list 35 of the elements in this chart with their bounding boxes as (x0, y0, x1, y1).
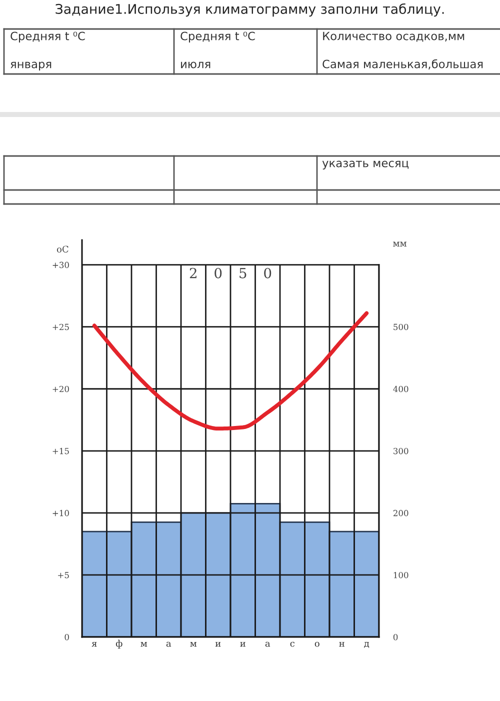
y-tick-label: 0 (64, 634, 69, 640)
x-tick-label: и (215, 642, 221, 647)
y-tick-label: +15 (52, 448, 69, 454)
x-tick-label: м (190, 642, 197, 647)
y-tick-label: +20 (52, 386, 69, 392)
text: января (10, 62, 52, 71)
y-tick-label: +10 (52, 510, 69, 516)
y2-tick-label: 100 (394, 572, 408, 578)
x-tick-label: о (314, 642, 320, 647)
x-tick-label: д (364, 642, 370, 648)
y-tick-label: +5 (58, 572, 69, 578)
text: указать месяц (322, 160, 409, 170)
text: Количество осадков,мм (323, 32, 464, 42)
y2-tick-label: 400 (393, 386, 408, 392)
text: Задание1.Используя климатограмму заполни таблицу. (56, 3, 444, 17)
y-tick-label: +30 (52, 262, 69, 268)
x-tick-label: а (166, 642, 172, 647)
y2-axis-title: мм (393, 242, 406, 246)
y2-tick-label: 500 (394, 324, 408, 330)
text: Средняя t ⁰C (180, 32, 255, 43)
y-axis-title: oC (56, 246, 68, 253)
y-tick-label: +25 (52, 324, 69, 330)
x-tick-label: м (140, 642, 148, 647)
text: Самая маленькая,большая (322, 59, 483, 70)
y2-tick-label: 300 (394, 448, 408, 454)
x-tick-label: н (339, 642, 344, 647)
y2-tick-label: 0 (393, 634, 398, 640)
x-tick-label: я (92, 642, 97, 647)
x-tick-label: и (240, 642, 246, 647)
text: июля (181, 62, 210, 68)
x-tick-label: а (265, 642, 270, 647)
x-tick-label: ф (116, 640, 122, 649)
y2-tick-label: 200 (393, 510, 408, 516)
x-tick-label: с (290, 642, 294, 647)
text: Средняя t ⁰C (10, 32, 85, 43)
